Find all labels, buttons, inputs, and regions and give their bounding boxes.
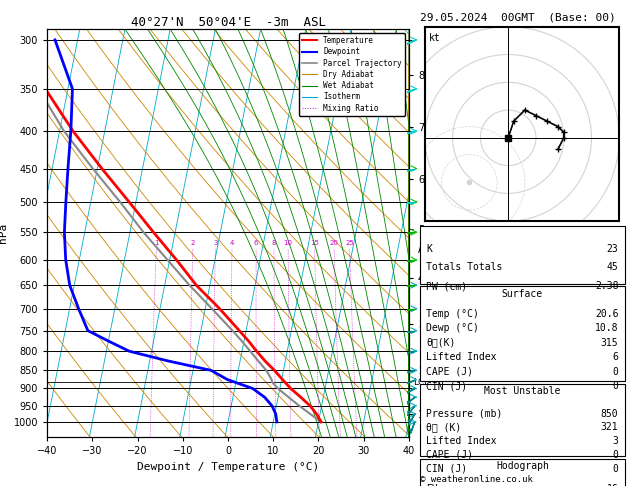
Text: © weatheronline.co.uk: © weatheronline.co.uk: [420, 474, 533, 484]
Text: CIN (J): CIN (J): [426, 464, 467, 474]
Bar: [420, 226, 625, 283]
Text: 315: 315: [601, 338, 618, 347]
Text: 321: 321: [601, 422, 618, 433]
Legend: Temperature, Dewpoint, Parcel Trajectory, Dry Adiabat, Wet Adiabat, Isotherm, Mi: Temperature, Dewpoint, Parcel Trajectory…: [299, 33, 405, 116]
Bar: [420, 383, 625, 456]
Text: 1: 1: [154, 241, 159, 246]
Text: 6: 6: [254, 241, 259, 246]
Text: EH: EH: [426, 484, 438, 486]
Text: kt: kt: [429, 33, 440, 43]
Bar: [420, 459, 625, 486]
Text: LCL: LCL: [413, 378, 429, 386]
Y-axis label: hPa: hPa: [0, 223, 8, 243]
Text: Surface: Surface: [502, 289, 543, 298]
Text: Lifted Index: Lifted Index: [426, 352, 497, 362]
Text: Lifted Index: Lifted Index: [426, 436, 497, 446]
Text: 2: 2: [191, 241, 195, 246]
Bar: [420, 286, 625, 381]
Text: 4: 4: [230, 241, 234, 246]
Text: 20.6: 20.6: [595, 309, 618, 319]
Text: θᴄ(K): θᴄ(K): [426, 338, 455, 347]
Y-axis label: km
ASL: km ASL: [418, 233, 436, 255]
Text: CIN (J): CIN (J): [426, 381, 467, 391]
Text: 10: 10: [284, 241, 292, 246]
Text: 23: 23: [607, 243, 618, 254]
Text: Dewp (°C): Dewp (°C): [426, 323, 479, 333]
Text: 16: 16: [607, 484, 618, 486]
Text: θᴄ (K): θᴄ (K): [426, 422, 462, 433]
Text: 15: 15: [310, 241, 319, 246]
Text: 20: 20: [330, 241, 338, 246]
Text: 850: 850: [601, 409, 618, 419]
Text: 25: 25: [345, 241, 354, 246]
Text: Totals Totals: Totals Totals: [426, 262, 503, 272]
Text: K: K: [426, 243, 432, 254]
Text: Hodograph: Hodograph: [496, 461, 549, 471]
Text: Temp (°C): Temp (°C): [426, 309, 479, 319]
Text: 0: 0: [613, 366, 618, 377]
Text: 0: 0: [613, 464, 618, 474]
Text: 0: 0: [613, 381, 618, 391]
Text: CAPE (J): CAPE (J): [426, 450, 473, 460]
Text: Pressure (mb): Pressure (mb): [426, 409, 503, 419]
X-axis label: Dewpoint / Temperature (°C): Dewpoint / Temperature (°C): [137, 462, 319, 472]
Text: 2.38: 2.38: [595, 281, 618, 291]
Text: PW (cm): PW (cm): [426, 281, 467, 291]
Text: CAPE (J): CAPE (J): [426, 366, 473, 377]
Text: 8: 8: [272, 241, 276, 246]
Text: 0: 0: [613, 450, 618, 460]
Text: 3: 3: [613, 436, 618, 446]
Text: Most Unstable: Most Unstable: [484, 386, 560, 396]
Text: 45: 45: [607, 262, 618, 272]
Title: 40°27'N  50°04'E  -3m  ASL: 40°27'N 50°04'E -3m ASL: [130, 16, 326, 29]
Text: 29.05.2024  00GMT  (Base: 00): 29.05.2024 00GMT (Base: 00): [420, 12, 616, 22]
Text: 10.8: 10.8: [595, 323, 618, 333]
Text: 3: 3: [213, 241, 218, 246]
Text: 6: 6: [613, 352, 618, 362]
